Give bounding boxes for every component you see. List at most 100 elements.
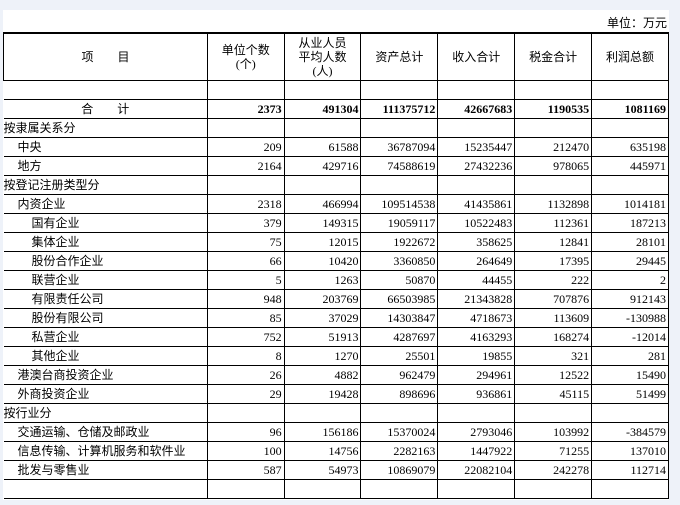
section-row: 按隶属关系分: [3, 118, 669, 138]
cell-value: 25501: [360, 346, 439, 366]
cell-value: 1014181: [591, 194, 669, 214]
cell-value: 12841: [514, 232, 593, 252]
cell-value: 321: [514, 346, 593, 366]
cell-value: 74588619: [360, 156, 439, 176]
cell-value: 29445: [591, 251, 669, 271]
cell-value: 5: [206, 270, 285, 290]
table-row: 地方 2164 429716 74588619 27432236 978065 445971: [3, 156, 669, 176]
header-revenue: 收入合计: [437, 32, 516, 81]
cell-value: 4718673: [437, 308, 516, 328]
cell-value: 912143: [591, 289, 669, 309]
cell-value: 587: [206, 460, 285, 480]
cell-value: [437, 175, 516, 195]
cell-value: 1263: [283, 270, 362, 290]
cell-value: -12014: [591, 327, 669, 347]
table-row: 有限责任公司 948 203769 66503985 21343828 707876 912…: [3, 289, 669, 309]
cell-value: 85: [206, 308, 285, 328]
table-row: 股份有限公司 85 37029 14303847 4718673 113609 -13098…: [3, 308, 669, 328]
cell-value: 54973: [283, 460, 362, 480]
row-label: 私营企业: [3, 327, 208, 347]
cell-value: 707876: [514, 289, 593, 309]
cell-value: 3360850: [360, 251, 439, 271]
cell-value: 2282163: [360, 441, 439, 461]
total-row: 合 计 2373 491304 111375712 42667683 11905…: [3, 99, 669, 119]
cell-value: [437, 403, 516, 423]
cell-value: 264649: [437, 251, 516, 271]
header-profit: 利润总额: [591, 32, 669, 81]
unit-label: 单位：万元: [606, 16, 667, 30]
cell-value: [437, 479, 516, 499]
total-value: 491304: [283, 99, 362, 119]
cell-value: 45115: [514, 384, 593, 404]
cell-value: 100: [206, 441, 285, 461]
section-row: 按行业分: [3, 403, 669, 423]
cell-value: 19855: [437, 346, 516, 366]
cell-value: 15490: [591, 365, 669, 385]
total-value: 1081169: [591, 99, 669, 119]
cell-value: 156186: [283, 422, 362, 442]
cell-value: [283, 118, 362, 138]
cell-value: 50870: [360, 270, 439, 290]
total-value: 1190535: [514, 99, 593, 119]
cell-value: -130988: [591, 308, 669, 328]
table-row: 其他企业 8 1270 25501 19855 321 281: [3, 346, 669, 366]
table-row: 港澳台商投资企业 26 4882 962479 294961 12522 15490: [3, 365, 669, 385]
cell-value: [591, 403, 669, 423]
cell-value: 51499: [591, 384, 669, 404]
table-row: 中央 209 61588 36787094 15235447 212470 635198: [3, 137, 669, 157]
table-row: 联营企业 5 1263 50870 44455 222 2: [3, 270, 669, 290]
cell-value: [360, 479, 439, 499]
cell-value: 109514538: [360, 194, 439, 214]
cell-value: [206, 118, 285, 138]
cell-value: 4882: [283, 365, 362, 385]
cell-value: [514, 175, 593, 195]
cell-value: 2164: [206, 156, 285, 176]
cell-value: 36787094: [360, 137, 439, 157]
cell-value: 66503985: [360, 289, 439, 309]
cell-value: 149315: [283, 213, 362, 233]
cell-value: [514, 118, 593, 138]
cell-value: 4287697: [360, 327, 439, 347]
cell-value: [206, 403, 285, 423]
cell-value: 19428: [283, 384, 362, 404]
cell-value: -384579: [591, 422, 669, 442]
cell-value: 948: [206, 289, 285, 309]
cell-value: 137010: [591, 441, 669, 461]
cell-value: 936861: [437, 384, 516, 404]
cell-value: 41435861: [437, 194, 516, 214]
section-row: [3, 479, 669, 499]
cell-value: 103992: [514, 422, 593, 442]
row-label: 地方: [3, 156, 208, 176]
table-row: 交通运输、仓储及邮政业 96 156186 15370024 2793046 103992…: [3, 422, 669, 442]
cell-value: 429716: [283, 156, 362, 176]
cell-value: 28101: [591, 232, 669, 252]
cell-value: 752: [206, 327, 285, 347]
row-label: 集体企业: [3, 232, 208, 252]
row-label: 港澳台商投资企业: [3, 365, 208, 385]
row-label: 有限责任公司: [3, 289, 208, 309]
row-label: 按隶属关系分: [3, 118, 208, 138]
table-row: 信息传输、计算机服务和软件业 100 14756 2282163 1447922 7125…: [3, 441, 669, 461]
cell-value: 51913: [283, 327, 362, 347]
blank-row: [3, 80, 669, 100]
table-row: 集体企业 75 12015 1922672 358625 12841 28101: [3, 232, 669, 252]
cell-value: [514, 479, 593, 499]
header-employees: 从业人员 平均人数 (人): [283, 32, 362, 81]
table-row: 外商投资企业 29 19428 898696 936861 45115 51499: [3, 384, 669, 404]
row-label: 股份有限公司: [3, 308, 208, 328]
header-assets: 资产总计: [360, 32, 439, 81]
cell-value: [591, 479, 669, 499]
row-label: 国有企业: [3, 213, 208, 233]
total-label: 合 计: [3, 99, 208, 119]
cell-value: 203769: [283, 289, 362, 309]
cell-value: [360, 118, 439, 138]
cell-value: 44455: [437, 270, 516, 290]
row-label: [3, 479, 208, 499]
cell-value: 14303847: [360, 308, 439, 328]
total-value: 42667683: [437, 99, 516, 119]
cell-value: 187213: [591, 213, 669, 233]
table-row: 批发与零售业 587 54973 10869079 22082104 242278 1127…: [3, 460, 669, 480]
cell-value: 8: [206, 346, 285, 366]
cell-value: 113609: [514, 308, 593, 328]
cell-value: 1270: [283, 346, 362, 366]
